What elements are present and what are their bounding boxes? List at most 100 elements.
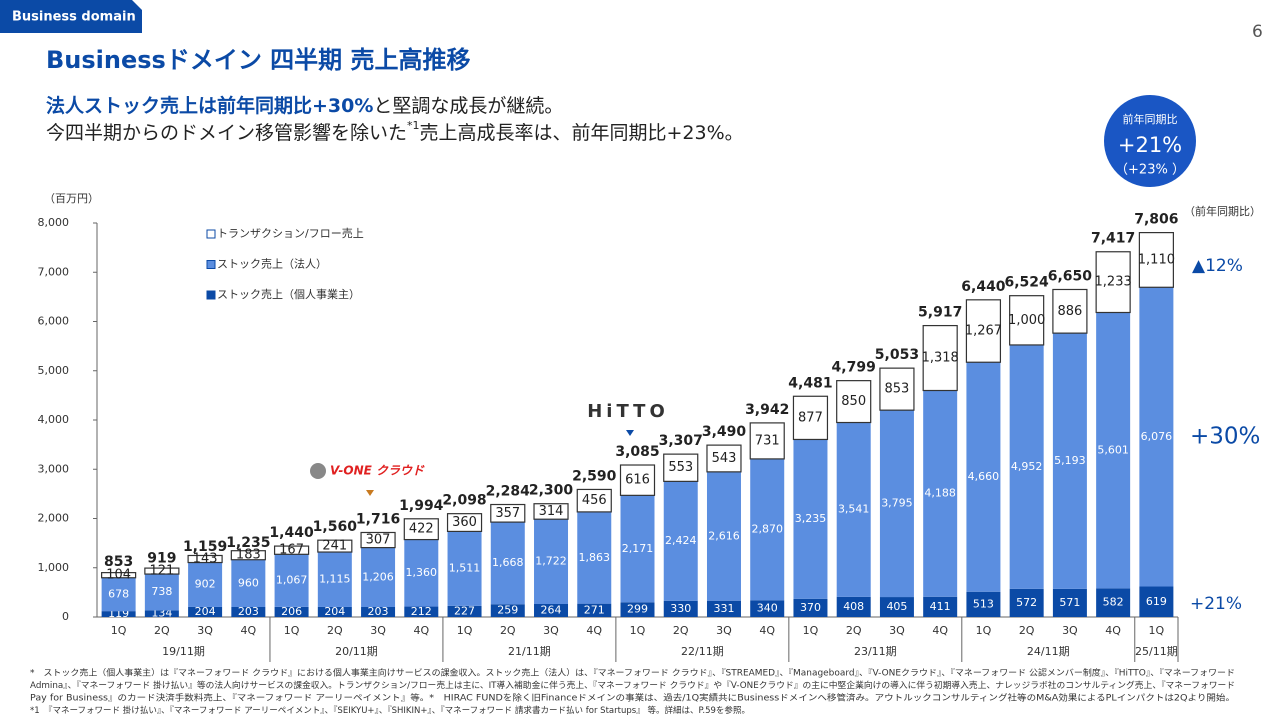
bar-segment — [534, 519, 569, 604]
x-tick-label: 2Q — [327, 624, 343, 637]
bar-segment — [706, 600, 741, 617]
badge-label: 前年同期比 — [1123, 112, 1178, 126]
lead-emph: 法人ストック売上は前年同期比+30% — [46, 94, 373, 117]
segment-label: 2,424 — [665, 534, 697, 547]
segment-label: 4,188 — [924, 487, 956, 500]
bar-segment — [490, 604, 525, 617]
segment-label: 422 — [409, 522, 434, 537]
bar-segment — [965, 299, 1002, 363]
segment-label: 1,863 — [579, 551, 611, 564]
segment-label: 1,668 — [492, 556, 524, 569]
x-tick-label: 4Q — [413, 624, 429, 637]
bar-segment — [274, 606, 309, 617]
total-label: 4,481 — [788, 375, 832, 391]
bar-segment — [1009, 588, 1044, 617]
segment-label: 259 — [497, 604, 518, 617]
y-tick-label: 1,000 — [38, 561, 70, 574]
total-label: 1,235 — [226, 535, 270, 551]
lead-line2: 今四半期からのドメイン移管影響を除いた*1売上高成長率は、前年同期比+23%。 — [46, 119, 744, 144]
bar-segment — [576, 488, 612, 513]
yoy: +30% — [1190, 424, 1260, 450]
bar-segment — [706, 471, 741, 601]
y-tick-label: 0 — [62, 610, 69, 623]
segment-label: 330 — [670, 602, 691, 615]
bar-segment — [1009, 344, 1044, 589]
bar-segment — [1052, 333, 1087, 589]
bar-segment — [879, 597, 914, 617]
segment-label: 553 — [668, 460, 693, 475]
segment-label: 3,541 — [838, 503, 870, 516]
yoy: +21% — [1190, 594, 1242, 614]
total-label: 4,799 — [832, 360, 876, 376]
bar-segment — [923, 390, 958, 597]
segment-label: 3,795 — [881, 497, 913, 510]
segment-label: 167 — [279, 543, 304, 558]
x-tick-label: 2Q — [846, 624, 862, 637]
segment-label: 411 — [930, 600, 951, 613]
segment-label: 1,360 — [406, 566, 438, 579]
segment-label: 513 — [973, 597, 994, 610]
lead-line1: 法人ストック売上は前年同期比+30%と堅調な成長が継続。 — [46, 94, 563, 117]
page-number: 6 — [1252, 22, 1263, 42]
footnote: *1 『マネーフォワード 掛け払い』、『マネーフォワード アーリーペイメント』、… — [30, 704, 750, 716]
x-tick-label: 3Q — [543, 624, 559, 637]
group-label: 22/11期 — [681, 645, 724, 658]
segment-label: 121 — [149, 564, 174, 579]
x-tick-label: 4Q — [759, 624, 775, 637]
bar-segment — [966, 362, 1001, 592]
segment-label: 582 — [1103, 596, 1124, 609]
segment-label: 227 — [454, 604, 475, 617]
bar-segment — [533, 503, 569, 520]
total-label: 6,524 — [1005, 275, 1050, 291]
segment-label: 1,115 — [319, 572, 351, 585]
total-label: 6,440 — [961, 279, 1006, 295]
bar-segment — [1009, 295, 1045, 346]
bar-segment — [577, 603, 612, 617]
bar-segment — [447, 605, 482, 617]
segment-label: 357 — [495, 506, 520, 521]
footnotes: * ストック売上（個人事業主）は『マネーフォワード クラウド』における個人事業主… — [30, 667, 1235, 717]
legend-swatch — [206, 229, 216, 239]
total-label: 1,716 — [356, 511, 400, 527]
x-tick-label: 1Q — [111, 624, 127, 637]
x-tick-label: 1Q — [284, 624, 300, 637]
bar-segment — [836, 422, 871, 597]
bar-segment — [274, 554, 309, 607]
segment-label: 5,193 — [1054, 454, 1086, 467]
segment-label: 143 — [193, 552, 218, 567]
total-label: 1,560 — [313, 519, 358, 535]
segment-label: 204 — [324, 605, 345, 618]
total-label: 3,307 — [659, 433, 703, 449]
segment-label: 408 — [843, 600, 864, 613]
bar-segment — [144, 574, 179, 611]
segment-label: 2,171 — [622, 542, 654, 555]
y-tick-label: 6,000 — [38, 315, 70, 328]
bar-segment — [922, 324, 958, 392]
segment-label: 3,235 — [795, 512, 827, 525]
badge — [1104, 95, 1196, 187]
bar-segment — [619, 464, 656, 496]
logo-vone: V-ONE クラウド — [330, 464, 425, 478]
bar-segment — [317, 539, 353, 553]
bar-segment — [1052, 288, 1088, 334]
segment-label: 571 — [1059, 596, 1080, 609]
segment-label: 2,616 — [708, 529, 740, 542]
segment-label: 4,952 — [1011, 460, 1043, 473]
bar-segment — [230, 550, 266, 561]
segment-label: 877 — [798, 410, 823, 425]
segment-label: 264 — [541, 603, 562, 616]
total-label: 1,440 — [269, 525, 314, 541]
total-label: 7,806 — [1134, 212, 1178, 228]
bar-segment — [273, 545, 310, 555]
segment-label: 1,206 — [362, 570, 394, 583]
bar-segment — [404, 539, 439, 607]
total-label: 2,284 — [486, 484, 531, 500]
footnote: * ストック売上（個人事業主）は『マネーフォワード クラウド』における個人事業主… — [30, 667, 1235, 679]
footnote: Admina』、『マネーフォワード 掛け払い』等の法人向けサービスの課金収入。ト… — [30, 679, 1235, 691]
tag-bg — [0, 0, 142, 33]
group-label: 25/11期 — [1135, 645, 1178, 658]
segment-label: 1,233 — [1095, 275, 1132, 290]
x-tick-label: 3Q — [197, 624, 213, 637]
segment-label: 1,511 — [449, 562, 481, 575]
bar-segment — [446, 513, 483, 533]
